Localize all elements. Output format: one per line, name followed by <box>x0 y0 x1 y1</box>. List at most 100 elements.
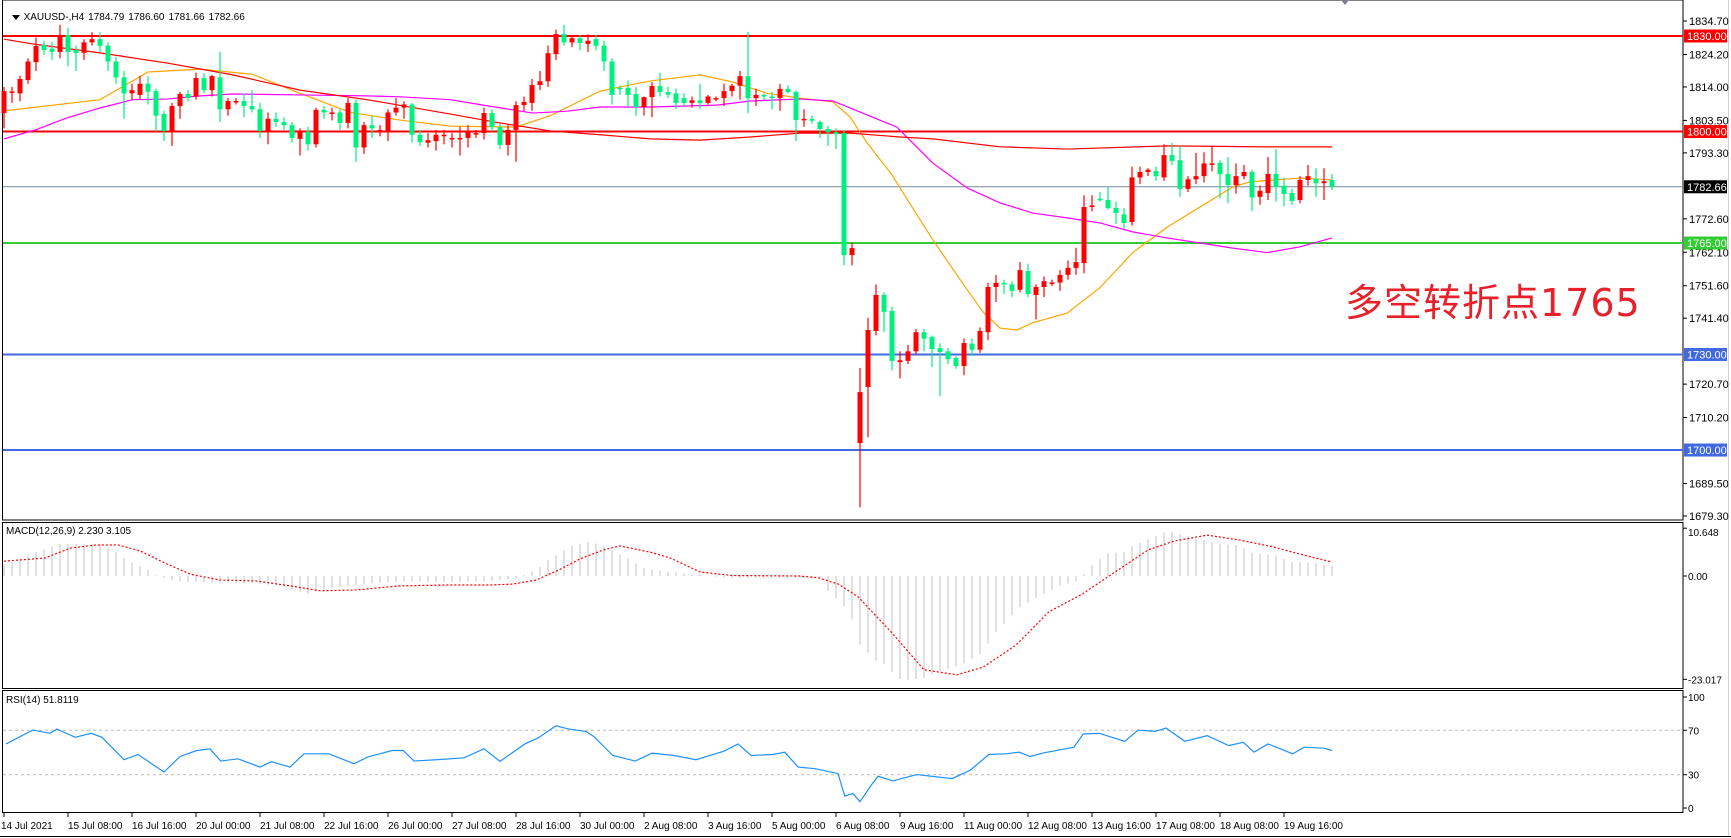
rsi-tick-label: 70 <box>1688 726 1700 737</box>
candle <box>417 129 423 146</box>
candle-body <box>985 286 991 333</box>
candle <box>1313 168 1319 197</box>
candle-body <box>1081 207 1087 264</box>
candle <box>945 348 951 365</box>
candle-body <box>1313 178 1319 184</box>
candle <box>449 133 455 148</box>
candle-body <box>193 78 199 97</box>
time-tick-label: 6 Aug 08:00 <box>836 821 890 832</box>
candle <box>1033 284 1039 320</box>
candle <box>97 32 103 52</box>
candle-body <box>561 34 567 43</box>
candle <box>25 58 31 84</box>
time-tick-label: 11 Aug 00:00 <box>964 821 1023 832</box>
candle-body <box>777 88 783 99</box>
hline-label: 1730.00 <box>1687 350 1727 362</box>
candle <box>1009 281 1015 298</box>
candle-body <box>33 45 39 63</box>
candle <box>1097 192 1103 202</box>
moving-average-ma_slow <box>3 38 1332 150</box>
candle-body <box>801 118 807 121</box>
candle <box>753 88 759 107</box>
candle <box>1113 201 1119 224</box>
candle <box>1193 152 1199 185</box>
candle <box>1057 270 1063 291</box>
candle-body <box>897 360 903 363</box>
open-value: 1784.79 <box>88 12 125 23</box>
hline-label-box <box>1684 443 1727 457</box>
price-tick-label: 1710.20 <box>1689 413 1729 425</box>
candle <box>305 126 311 151</box>
candle-body <box>89 39 95 43</box>
shift-marker-icon <box>1341 0 1349 5</box>
candle-body <box>1217 162 1223 175</box>
candle-body <box>537 81 543 86</box>
candle-body <box>1257 190 1263 197</box>
candle-body <box>361 125 367 148</box>
time-tick-label: 12 Aug 08:00 <box>1028 821 1087 832</box>
candle-body <box>921 332 927 339</box>
price-tick-label: 1751.60 <box>1689 281 1729 293</box>
candle-body <box>1009 284 1015 291</box>
candle-body <box>289 125 295 138</box>
candle <box>73 45 79 72</box>
candle <box>529 78 535 111</box>
candle <box>313 107 319 148</box>
candle <box>1 86 7 129</box>
candle-body <box>721 91 727 99</box>
macd-label: MACD(12,26,9) 2.230 3.105 <box>6 526 132 537</box>
candle <box>633 86 639 116</box>
symbol-timeframe: XAUUSD-,H4 <box>23 12 85 23</box>
time-tick-label: 9 Aug 16:00 <box>900 821 954 832</box>
price-tick-label: 1814.00 <box>1689 82 1729 94</box>
candle-body <box>169 106 175 132</box>
candle-body <box>849 248 855 256</box>
candle-body <box>1241 171 1247 177</box>
candle <box>465 125 471 148</box>
candle <box>1161 144 1167 181</box>
candle <box>785 85 791 94</box>
candle <box>457 126 463 156</box>
candle <box>177 91 183 119</box>
candle-body <box>1273 173 1279 187</box>
candle-body <box>945 351 951 360</box>
candle-body <box>1209 163 1215 165</box>
candle-body <box>1161 155 1167 178</box>
candle <box>1017 262 1023 293</box>
candle <box>801 109 807 127</box>
candle <box>193 72 199 100</box>
candle-body <box>145 83 151 92</box>
candle <box>65 28 71 67</box>
candle <box>841 129 847 266</box>
candle-body <box>337 112 343 123</box>
candle-body <box>497 127 503 145</box>
dropdown-triangle-icon[interactable] <box>11 14 20 20</box>
candle-body <box>505 129 511 145</box>
price-tick-label: 1741.40 <box>1689 313 1729 325</box>
candle-body <box>1089 205 1095 208</box>
candle-body <box>1057 274 1063 283</box>
candle <box>721 83 727 107</box>
time-tick-label: 27 Jul 08:00 <box>452 821 507 832</box>
candle-body <box>1201 163 1207 177</box>
candle-body <box>65 35 71 52</box>
candle-body <box>817 121 823 130</box>
candle-body <box>121 77 127 94</box>
candle-body <box>1297 179 1303 201</box>
candle-body <box>913 332 919 352</box>
candle-body <box>153 91 159 116</box>
price-tick-label: 1803.50 <box>1689 115 1729 127</box>
hline-label: 1765.00 <box>1687 238 1727 250</box>
time-tick-label: 21 Jul 08:00 <box>260 821 315 832</box>
candle <box>577 35 583 51</box>
candle-body <box>257 109 263 131</box>
candle-body <box>481 113 487 134</box>
candle <box>913 329 919 355</box>
candle <box>129 83 135 100</box>
candle <box>793 90 799 142</box>
time-tick-label: 19 Aug 16:00 <box>1284 821 1343 832</box>
price-tick-label: 1679.30 <box>1689 511 1729 523</box>
candle-body <box>657 86 663 93</box>
candle-body <box>1193 176 1199 180</box>
